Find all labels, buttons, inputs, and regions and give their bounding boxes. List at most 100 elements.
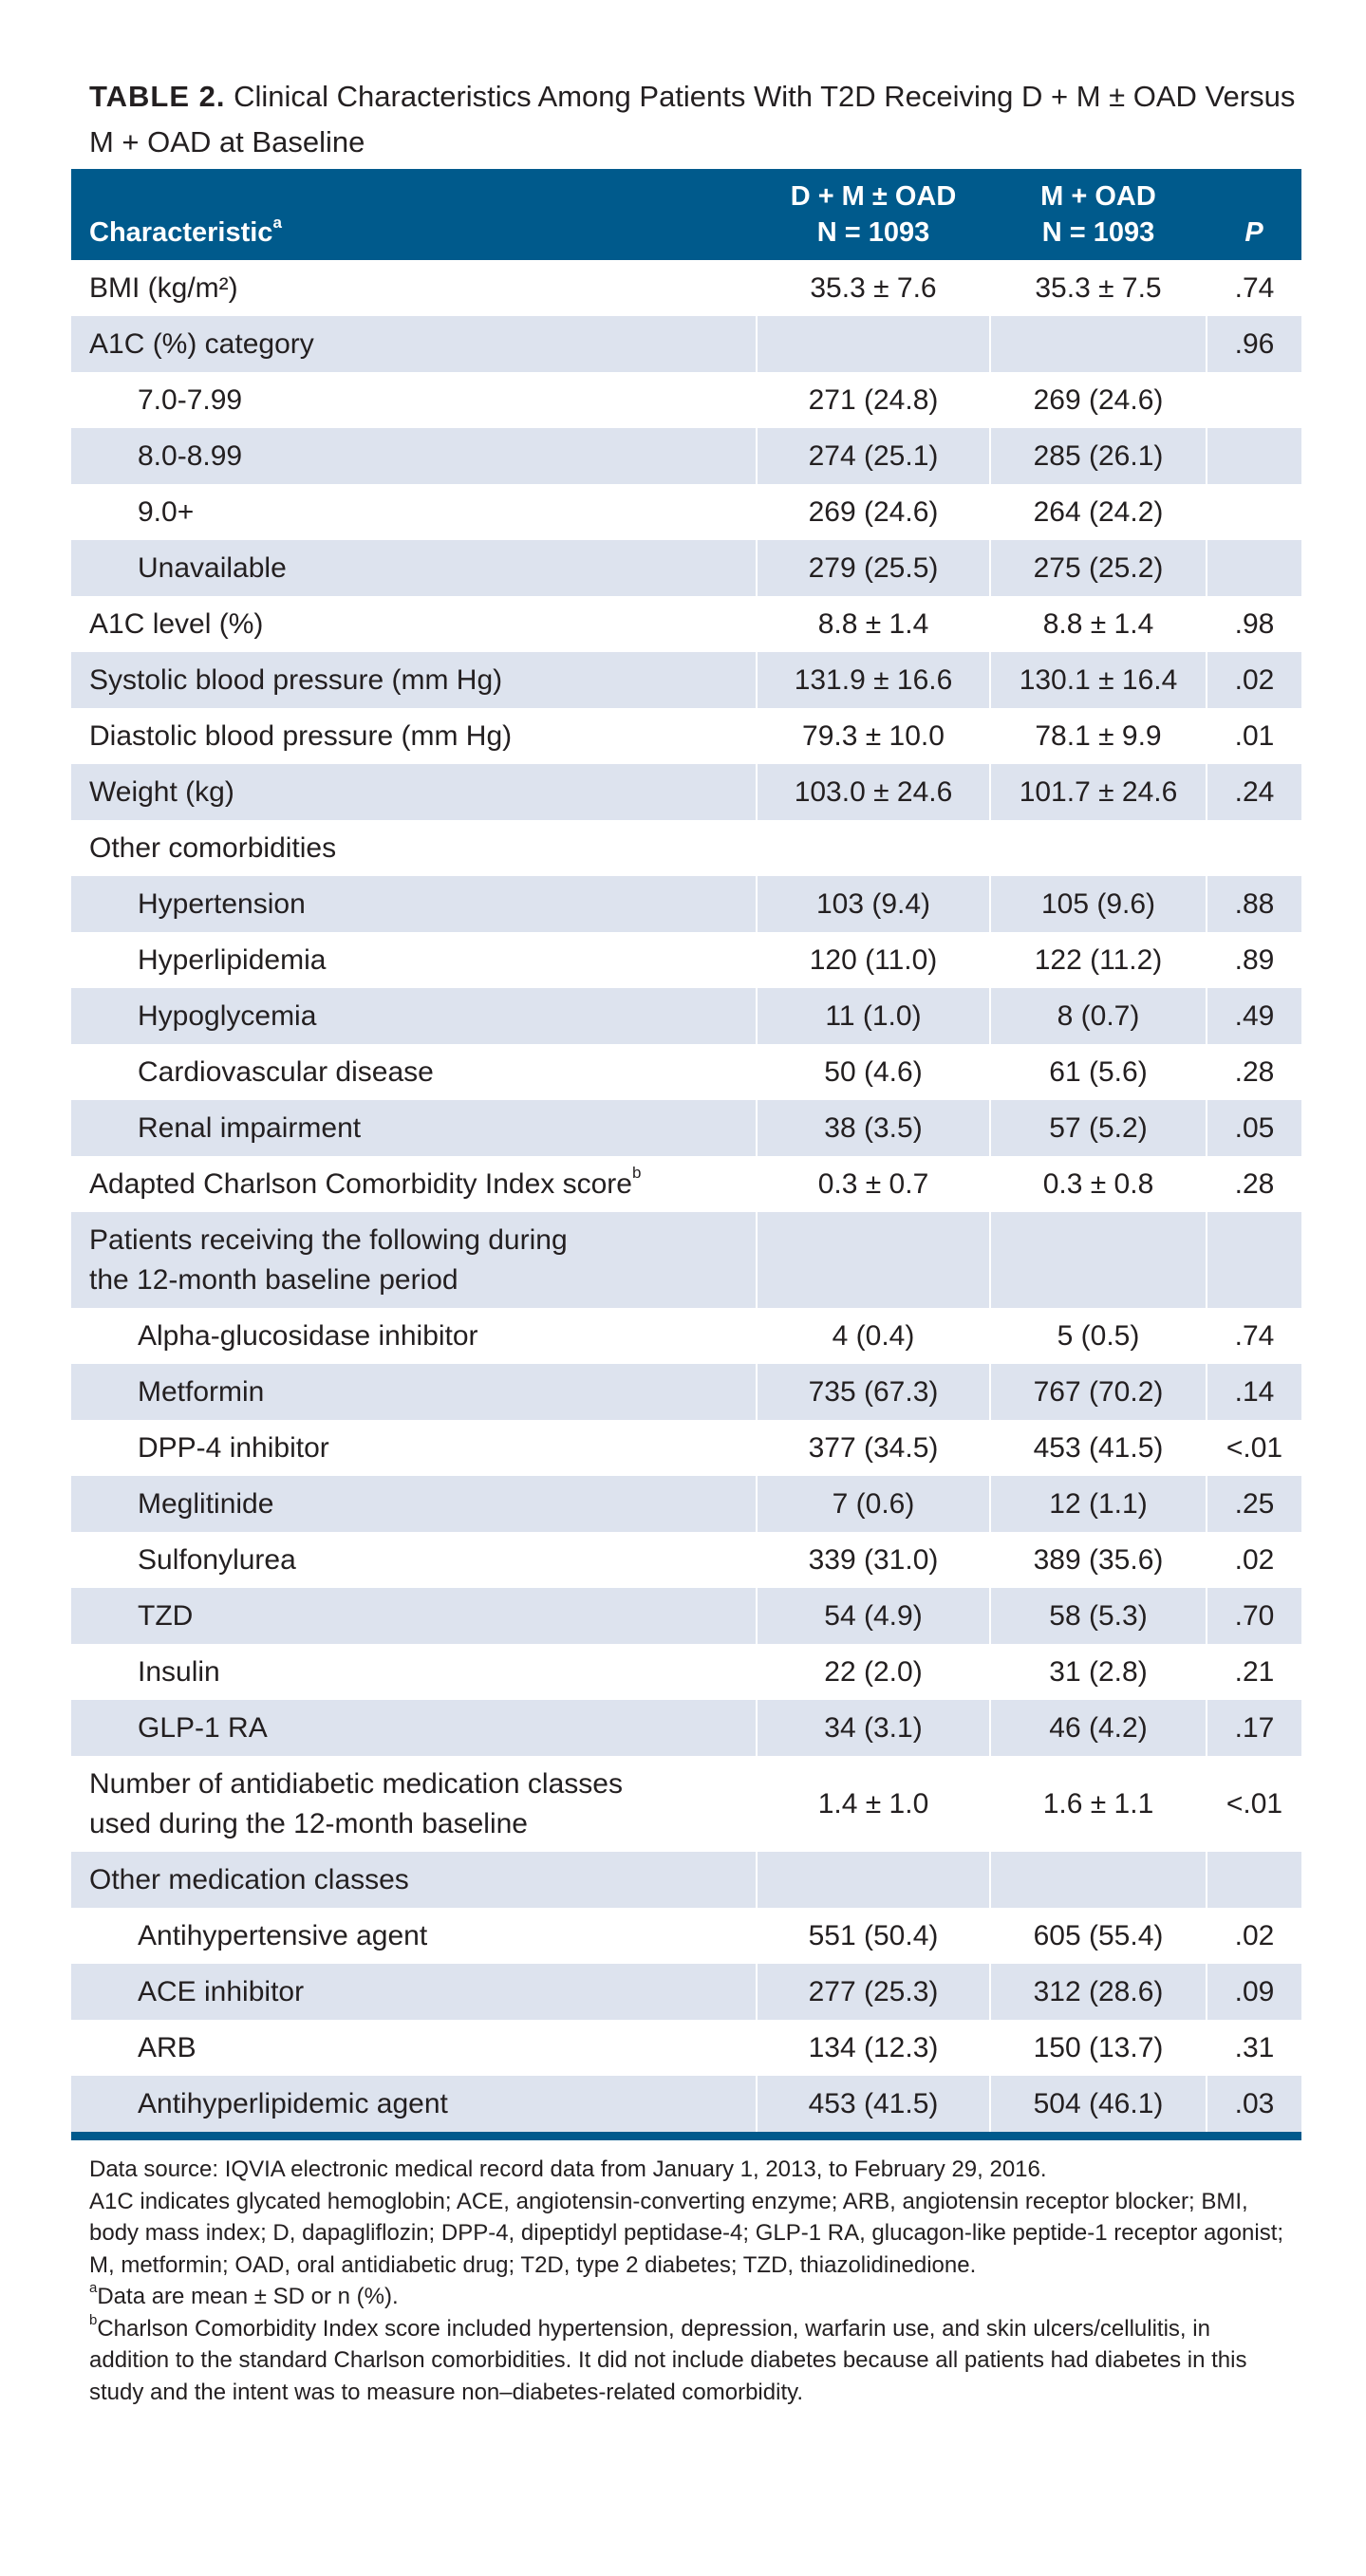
row-p-value: .49 — [1207, 988, 1301, 1044]
row-p-value — [1207, 484, 1301, 540]
row-value-dm: 377 (34.5) — [757, 1420, 991, 1476]
row-value-m — [990, 1852, 1207, 1908]
row-p-value: .14 — [1207, 1364, 1301, 1420]
table-row: Other comorbidities — [71, 820, 1301, 876]
table-row: Adapted Charlson Comorbidity Index score… — [71, 1156, 1301, 1212]
row-value-m: 275 (25.2) — [990, 540, 1207, 596]
row-p-value: .21 — [1234, 1655, 1275, 1688]
table-row: Cardiovascular disease 50 (4.6) 61 (5.6) .2… — [71, 1044, 1301, 1100]
row-value-dm: 120 (11.0) — [757, 932, 991, 988]
row-p-value: .74 — [1234, 271, 1275, 304]
row-label: 8.0-8.99 — [71, 428, 758, 484]
note-footnote-a: aData are mean ± SD or n (%). — [89, 2280, 399, 2309]
row-value-dm: 453 (41.5) — [757, 2076, 991, 2132]
table-row: Hyperlipidemia 120 (11.0) 122 (11.2) .89 — [71, 932, 1301, 988]
row-label: Patients receiving the following during t… — [71, 1212, 758, 1308]
row-p-value: <.01 — [1226, 1431, 1283, 1464]
row-value-dm: 339 (31.0) — [757, 1532, 991, 1588]
row-value-dm — [757, 1852, 991, 1908]
row-label: Diastolic blood pressure (mm Hg) — [71, 708, 758, 764]
row-value-dm: 134 (12.3) — [757, 2020, 991, 2076]
row-value-m: 453 (41.5) — [990, 1420, 1207, 1476]
row-p-value: .02 — [1234, 1543, 1275, 1576]
table-row: Metformin 735 (67.3) 767 (70.2) .14 — [71, 1364, 1301, 1420]
row-label: Meglitinide — [71, 1476, 758, 1532]
row-p-value: .89 — [1234, 943, 1275, 976]
row-p-value — [1207, 1212, 1301, 1308]
table-row: Hypoglycemia 11 (1.0) 8 (0.7) .49 — [71, 988, 1301, 1044]
row-p-value: .96 — [1207, 316, 1301, 372]
row-value-dm: 131.9 ± 16.6 — [757, 652, 991, 708]
row-p-value: .01 — [1234, 719, 1275, 752]
row-label: Insulin — [71, 1644, 758, 1700]
table-caption: TABLE 2. Clinical Characteristics Among … — [89, 74, 1301, 165]
row-label: Alpha-glucosidase inhibitor — [71, 1308, 758, 1364]
row-label: Antihyperlipidemic agent — [71, 2076, 758, 2132]
row-value-dm: 22 (2.0) — [757, 1644, 991, 1700]
table-row: Weight (kg) 103.0 ± 24.6 101.7 ± 24.6.24 — [71, 764, 1301, 820]
row-label: 9.0+ — [71, 484, 758, 540]
row-p-value: .70 — [1207, 1588, 1301, 1644]
row-p-value: .03 — [1207, 2076, 1301, 2132]
table-figure: TABLE 2. Clinical Characteristics Among … — [71, 74, 1301, 2408]
bottom-rule — [71, 2132, 1301, 2140]
row-value-dm: 11 (1.0) — [757, 988, 991, 1044]
row-p-value: <.01 — [1226, 1787, 1283, 1820]
row-label: Sulfonylurea — [71, 1532, 758, 1588]
row-p-value — [1207, 428, 1301, 484]
row-label: Weight (kg) — [71, 764, 758, 820]
row-value-m: 5 (0.5) — [990, 1308, 1207, 1364]
row-label: Renal impairment — [71, 1100, 758, 1156]
row-label: GLP-1 RA — [71, 1700, 758, 1756]
row-label: Hypertension — [71, 876, 758, 932]
row-value-dm: 103 (9.4) — [757, 876, 991, 932]
table-row: Number of antidiabetic medication classe… — [71, 1756, 1301, 1852]
row-label: ARB — [71, 2020, 758, 2076]
row-value-dm: 735 (67.3) — [757, 1364, 991, 1420]
caption-text: Clinical Characteristics Among Patients … — [89, 80, 1296, 159]
row-value-dm: 551 (50.4) — [757, 1908, 991, 1964]
table-row: TZD 54 (4.9) 58 (5.3) .70 — [71, 1588, 1301, 1644]
table-row: 7.0-7.99 271 (24.8) 269 (24.6) — [71, 372, 1301, 428]
row-value-dm: 34 (3.1) — [757, 1700, 991, 1756]
table-body: BMI (kg/m²) 35.3 ± 7.6 35.3 ± 7.5 .74 A1C (%… — [71, 260, 1301, 2132]
row-value-m: 46 (4.2) — [990, 1700, 1207, 1756]
row-value-m: 312 (28.6) — [990, 1964, 1207, 2020]
row-value-dm: 54 (4.9) — [757, 1588, 991, 1644]
row-p-value — [1207, 820, 1301, 876]
note-footnote-b: bCharlson Comorbidity Index score includ… — [89, 2311, 1247, 2405]
row-value-dm: 50 (4.6) — [757, 1044, 991, 1100]
row-value-m: 35.3 ± 7.5 — [990, 260, 1207, 316]
table-row: Systolic blood pressure (mm Hg) 131.9 ± 1… — [71, 652, 1301, 708]
table-row: BMI (kg/m²) 35.3 ± 7.6 35.3 ± 7.5 .74 — [71, 260, 1301, 316]
row-value-m: 61 (5.6) — [990, 1044, 1207, 1100]
row-value-m: 101.7 ± 24.6 — [990, 764, 1207, 820]
row-p-value: .09 — [1207, 1964, 1301, 2020]
table-row: A1C (%) category .96 — [71, 316, 1301, 372]
row-value-dm: 7 (0.6) — [757, 1476, 991, 1532]
row-p-value: .25 — [1207, 1476, 1301, 1532]
row-value-m: 105 (9.6) — [990, 876, 1207, 932]
row-label: BMI (kg/m²) — [71, 260, 758, 316]
row-value-m — [990, 820, 1207, 876]
row-value-m: 605 (55.4) — [990, 1908, 1207, 1964]
row-label: Unavailable — [71, 540, 758, 596]
table-row: GLP-1 RA 34 (3.1) 46 (4.2) .17 — [71, 1700, 1301, 1756]
row-label: Metformin — [71, 1364, 758, 1420]
table-row: 8.0-8.99 274 (25.1) 285 (26.1) — [71, 428, 1301, 484]
row-value-dm: 0.3 ± 0.7 — [757, 1156, 991, 1212]
row-value-m: 58 (5.3) — [990, 1588, 1207, 1644]
row-value-m: 150 (13.7) — [990, 2020, 1207, 2076]
row-p-value — [1207, 1852, 1301, 1908]
row-value-m: 12 (1.1) — [990, 1476, 1207, 1532]
row-value-dm: 269 (24.6) — [757, 484, 991, 540]
row-p-value — [1207, 372, 1301, 428]
note-source: Data source: IQVIA electronic medical re… — [89, 2156, 1047, 2182]
row-value-dm: 279 (25.5) — [757, 540, 991, 596]
table-row: Antihyperlipidemic agent 453 (41.5) 504 (4… — [71, 2076, 1301, 2132]
row-value-dm — [757, 820, 991, 876]
row-p-value: .05 — [1207, 1100, 1301, 1156]
table-row: Unavailable 279 (25.5) 275 (25.2) — [71, 540, 1301, 596]
table-row: Insulin 22 (2.0) 31 (2.8) .21 — [71, 1644, 1301, 1700]
row-value-dm: 38 (3.5) — [757, 1100, 991, 1156]
